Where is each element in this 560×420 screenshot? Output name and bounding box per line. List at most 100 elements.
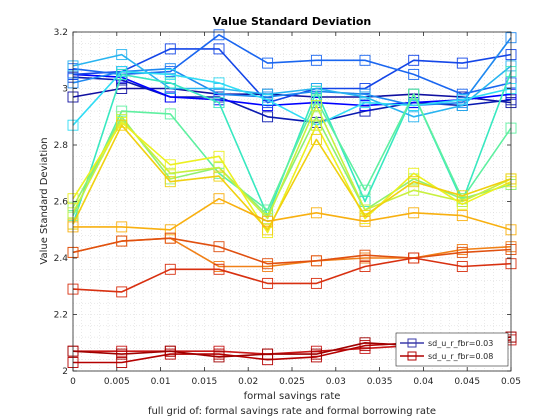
data-point <box>310 119 322 131</box>
data-point <box>164 91 176 103</box>
data-point <box>262 258 274 270</box>
data-point <box>359 249 371 261</box>
y-axis-label: Value Standard Deviation <box>39 137 50 264</box>
series-13 <box>67 119 517 236</box>
data-point <box>456 94 468 106</box>
data-point <box>116 357 128 368</box>
x-tick-label: 0.015 <box>192 377 218 387</box>
data-point <box>213 170 225 182</box>
data-point <box>310 85 322 97</box>
series-17 <box>67 252 517 298</box>
data-point <box>116 235 128 247</box>
data-point <box>456 198 468 210</box>
series-line <box>72 37 512 107</box>
data-point <box>116 221 128 233</box>
x-tick-label: 0.035 <box>367 377 393 387</box>
series-line <box>72 73 512 107</box>
data-point <box>262 111 274 123</box>
data-point <box>262 224 274 236</box>
series-line <box>72 93 512 216</box>
x-tick-label: 0.05 <box>501 377 521 387</box>
y-tick-label: 3 <box>62 85 68 95</box>
data-point <box>213 150 225 162</box>
data-point <box>164 108 176 120</box>
x-tick-label: 0.005 <box>104 377 130 387</box>
y-tick-label: 2 <box>62 367 68 377</box>
y-tick-label: 2.2 <box>54 311 68 321</box>
data-point <box>213 162 225 174</box>
x-tick-label: 0.025 <box>279 377 305 387</box>
data-point <box>262 215 274 227</box>
data-point <box>310 348 322 360</box>
legend-marker-1 <box>407 351 417 361</box>
x-axis-label: formal savings rate <box>244 391 341 402</box>
data-point <box>164 345 176 357</box>
data-point <box>116 348 128 360</box>
data-point <box>310 207 322 219</box>
series-line <box>72 48 512 104</box>
data-point <box>213 43 225 55</box>
chart-caption: full grid of: formal savings rate and fo… <box>148 406 436 417</box>
data-point <box>310 133 322 145</box>
data-point <box>310 100 322 111</box>
data-point <box>213 97 225 109</box>
data-point <box>408 252 420 264</box>
series-line <box>73 197 512 231</box>
data-point <box>359 97 371 109</box>
data-point <box>408 68 420 80</box>
data-point <box>213 193 225 205</box>
series-14 <box>67 193 517 236</box>
x-tick-label: 0.04 <box>413 377 433 387</box>
legend-label-1: sd_u_r_fbr=0.08 <box>428 352 493 361</box>
data-point <box>408 54 420 66</box>
data-point <box>456 261 468 272</box>
y-tick-label: 2.8 <box>54 141 69 151</box>
data-point <box>456 57 468 69</box>
x-tick-label: 0.045 <box>454 377 480 387</box>
data-point <box>164 77 176 89</box>
data-point <box>359 337 371 349</box>
y-tick-label: 2.4 <box>54 254 69 264</box>
data-point <box>164 224 176 236</box>
data-point <box>116 49 128 61</box>
data-point <box>213 77 225 89</box>
x-tick-label: 0 <box>70 377 76 387</box>
data-point <box>213 351 225 363</box>
series-16 <box>67 232 517 270</box>
data-point <box>164 232 176 244</box>
data-point <box>359 261 371 272</box>
data-point <box>408 111 420 123</box>
data-point <box>310 277 322 289</box>
chart-title: Value Standard Deviation <box>213 15 371 28</box>
data-point <box>213 263 225 275</box>
data-point <box>408 207 420 219</box>
data-point <box>116 119 128 131</box>
data-point <box>456 210 468 222</box>
series-line <box>72 70 512 126</box>
data-point <box>359 184 371 196</box>
data-point <box>164 43 176 55</box>
data-point <box>164 159 176 171</box>
data-point <box>408 88 420 100</box>
data-point <box>262 277 274 289</box>
x-tick-label: 0.02 <box>238 377 258 387</box>
data-point <box>164 176 176 188</box>
data-point <box>359 54 371 66</box>
data-point <box>213 241 225 253</box>
data-point <box>408 167 420 179</box>
data-point <box>408 184 420 196</box>
series-line <box>72 237 512 265</box>
series-line <box>72 53 512 118</box>
y-tick-label: 2.6 <box>54 198 69 208</box>
data-point <box>310 255 322 267</box>
legend-marker-0 <box>407 338 417 348</box>
data-point <box>359 215 371 227</box>
y-tick-label: 3.2 <box>54 28 68 38</box>
legend-label-0: sd_u_r_fbr=0.03 <box>428 339 493 348</box>
axis-ticks: 0 0.005 0.01 0.015 0.02 0.025 0.03 0.035 0.04 0.0… <box>54 28 521 387</box>
x-tick-label: 0.01 <box>151 377 171 387</box>
series-line <box>72 104 512 220</box>
data-point <box>262 94 274 106</box>
data-point <box>456 190 468 202</box>
